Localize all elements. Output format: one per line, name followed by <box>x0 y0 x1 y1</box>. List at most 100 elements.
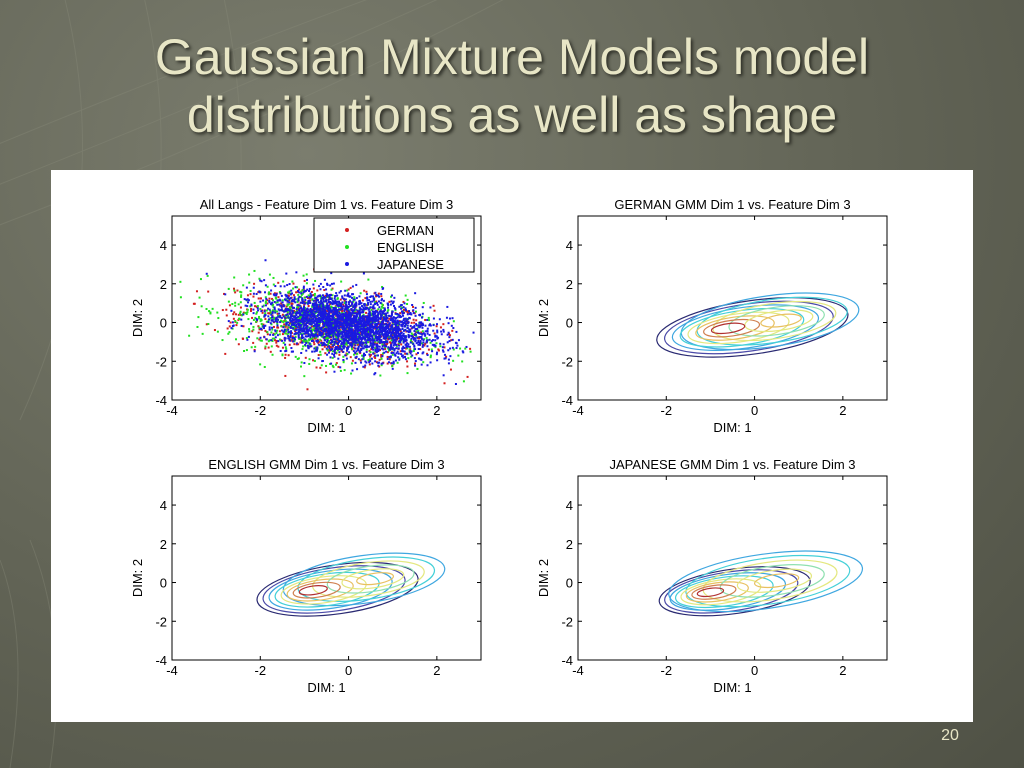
scatter-point <box>243 298 246 301</box>
scatter-point <box>278 299 281 302</box>
scatter-point <box>256 337 259 340</box>
scatter-point <box>307 346 310 349</box>
scatter-point <box>308 309 311 312</box>
scatter-point <box>376 294 379 297</box>
scatter-point <box>362 272 365 275</box>
scatter-point <box>447 331 450 334</box>
scatter-point <box>381 329 384 332</box>
scatter-point <box>376 361 379 364</box>
scatter-point <box>315 348 318 351</box>
scatter-point <box>397 347 400 350</box>
scatter-point <box>217 317 220 320</box>
scatter-point <box>398 339 401 342</box>
scatter-point <box>344 336 347 339</box>
scatter-point <box>394 340 397 343</box>
scatter-point <box>372 352 375 355</box>
scatter-point <box>288 336 291 339</box>
scatter-point <box>380 317 383 320</box>
scatter-point <box>304 338 307 341</box>
scatter-point <box>284 325 287 328</box>
scatter-point <box>393 296 396 299</box>
scatter-point <box>251 330 254 333</box>
scatter-point <box>391 330 394 333</box>
scatter-point <box>231 325 234 328</box>
scatter-point <box>337 325 340 328</box>
scatter-point <box>388 330 391 333</box>
scatter-point <box>397 356 400 359</box>
scatter-point <box>329 322 332 325</box>
scatter-point <box>387 308 390 311</box>
scatter-point <box>372 295 375 298</box>
scatter-point <box>297 289 300 292</box>
scatter-point <box>278 338 281 341</box>
scatter-point <box>357 329 360 332</box>
scatter-point <box>331 287 334 290</box>
scatter-point <box>421 312 424 315</box>
scatter-point <box>371 307 374 310</box>
scatter-point <box>380 347 383 350</box>
scatter-point <box>332 318 335 321</box>
scatter-point <box>271 319 274 322</box>
scatter-point <box>391 341 394 344</box>
scatter-point <box>327 345 330 348</box>
scatter-point <box>284 346 287 349</box>
scatter-point <box>456 344 459 347</box>
scatter-point <box>317 354 320 357</box>
scatter-point <box>308 362 311 365</box>
scatter-point <box>383 309 386 312</box>
scatter-point <box>284 343 287 346</box>
scatter-point <box>350 341 353 344</box>
scatter-point <box>356 333 359 336</box>
scatter-point <box>245 286 248 289</box>
scatter-point <box>401 320 404 323</box>
scatter-point <box>469 350 472 353</box>
scatter-point <box>371 320 374 323</box>
scatter-point <box>414 360 417 363</box>
scatter-point <box>359 333 362 336</box>
scatter-point <box>406 318 409 321</box>
scatter-point <box>393 335 396 338</box>
scatter-point <box>370 325 373 328</box>
slide-title: Gaussian Mixture Models model distributi… <box>0 28 1024 144</box>
scatter-point <box>310 312 313 315</box>
scatter-point <box>338 291 341 294</box>
scatter-point <box>293 340 296 343</box>
scatter-point <box>384 326 387 329</box>
scatter-point <box>292 282 295 285</box>
scatter-point <box>291 317 294 320</box>
scatter-point <box>279 321 282 324</box>
scatter-point <box>295 328 298 331</box>
scatter-point <box>404 352 407 355</box>
scatter-point <box>230 327 233 330</box>
scatter-point <box>347 292 350 295</box>
scatter-point <box>368 324 371 327</box>
scatter-point <box>319 366 322 369</box>
scatter-point <box>200 305 203 308</box>
scatter-point <box>402 345 405 348</box>
scatter-point <box>436 359 439 362</box>
scatter-point <box>356 325 359 328</box>
scatter-point <box>388 358 391 361</box>
scatter-point <box>366 322 369 325</box>
scatter-point <box>313 360 316 363</box>
scatter-point <box>365 290 368 293</box>
scatter-point <box>433 309 436 312</box>
scatter-point <box>333 322 336 325</box>
scatter-point <box>336 322 339 325</box>
scatter-point <box>414 364 417 367</box>
scatter-point <box>304 356 307 359</box>
scatter-point <box>334 327 337 330</box>
scatter-point <box>401 323 404 326</box>
scatter-point <box>344 321 347 324</box>
scatter-point <box>390 300 393 303</box>
scatter-point <box>302 285 305 288</box>
scatter-point <box>329 330 332 333</box>
scatter-point <box>454 383 457 386</box>
scatter-point <box>280 325 283 328</box>
contour-line <box>685 555 851 608</box>
scatter-point <box>359 336 362 339</box>
scatter-point <box>380 314 383 317</box>
scatter-point <box>403 346 406 349</box>
scatter-point <box>303 296 306 299</box>
scatter-point <box>310 334 313 337</box>
